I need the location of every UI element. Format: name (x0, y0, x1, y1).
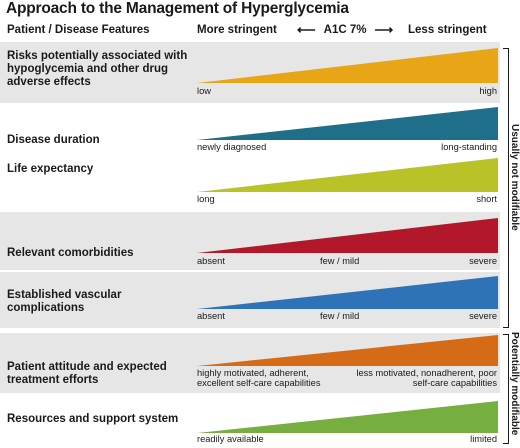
feature-label: Disease duration (7, 134, 100, 146)
low-end-label: newly diagnosed (197, 142, 267, 152)
low-end-label: readily available (197, 434, 264, 444)
wedge-shape (197, 218, 498, 253)
wedge-bar (197, 158, 498, 192)
target-label: ⟵ A1C 7% ⟶ (297, 22, 394, 37)
low-end-label: low (197, 86, 211, 96)
wedge-shape (197, 276, 498, 309)
row-comorbidities: Relevant comorbidities absent few / mild… (0, 212, 500, 270)
a1c-target: A1C 7% (323, 24, 367, 36)
feature-label: Resources and support system (7, 413, 179, 425)
wedge-shape (197, 107, 498, 140)
row-divider (0, 270, 500, 272)
wedge-bar (197, 218, 498, 253)
row-patient-attitude: Patient attitude and expected treatment … (0, 333, 500, 393)
wedge-shape (197, 48, 498, 83)
not-modifiable-label: Usually not modifiable (509, 124, 520, 231)
wedge-shape (197, 158, 498, 192)
wedge-bar (197, 401, 498, 433)
high-end-label: severe (469, 311, 497, 321)
high-end-label: less motivated, nonadherent, poor self-c… (356, 368, 497, 388)
low-end-label: long (197, 194, 215, 204)
row-disease-duration: Disease duration newly diagnosed long-st… (0, 105, 500, 155)
mid-label: few / mild (320, 311, 360, 321)
row-vascular-complications: Established vascular complications absen… (0, 272, 500, 328)
modifiable-label: Potentially modifiable (509, 332, 520, 436)
wedge-shape (197, 335, 498, 366)
page-title: Approach to the Management of Hyperglyce… (6, 0, 349, 17)
row-hypoglycemia-risk: Risks potentially associated with hypogl… (0, 42, 500, 103)
wedge-bar (197, 335, 498, 366)
group-gap (0, 328, 500, 333)
not-modifiable-bracket (503, 48, 509, 328)
row-resources-support: Resources and support system readily ava… (0, 393, 500, 448)
wedge-shape (197, 401, 498, 433)
feature-label: Risks potentially associated with hypogl… (7, 50, 188, 88)
more-stringent-label: More stringent (197, 24, 277, 36)
wedge-bar (197, 107, 498, 140)
modifiable-bracket (503, 334, 509, 444)
high-end-label: high (479, 86, 497, 96)
high-end-label: limited (470, 434, 497, 444)
wedge-bar (197, 276, 498, 309)
low-end-label: absent (197, 256, 225, 266)
low-end-label: highly motivated, adherent, excellent se… (197, 368, 321, 388)
arrow-right-icon: ⟶ (374, 22, 394, 37)
row-life-expectancy: Life expectancy long short (0, 155, 500, 210)
feature-label: Patient attitude and expected treatment … (7, 361, 167, 386)
column-header: Patient / Disease Features More stringen… (0, 20, 520, 42)
wedge-bar (197, 48, 498, 83)
low-end-label: absent (197, 311, 225, 321)
high-end-label: long-standing (441, 142, 497, 152)
less-stringent-label: Less stringent (408, 24, 487, 36)
feature-label: Life expectancy (7, 163, 94, 175)
mid-label: few / mild (320, 256, 360, 266)
feature-label: Established vascular complications (7, 289, 122, 314)
high-end-label: severe (469, 256, 497, 266)
feature-label: Relevant comorbidities (7, 247, 134, 259)
arrow-left-icon: ⟵ (297, 22, 316, 37)
row-divider (0, 103, 500, 105)
high-end-label: short (476, 194, 497, 204)
features-column-label: Patient / Disease Features (7, 24, 150, 36)
